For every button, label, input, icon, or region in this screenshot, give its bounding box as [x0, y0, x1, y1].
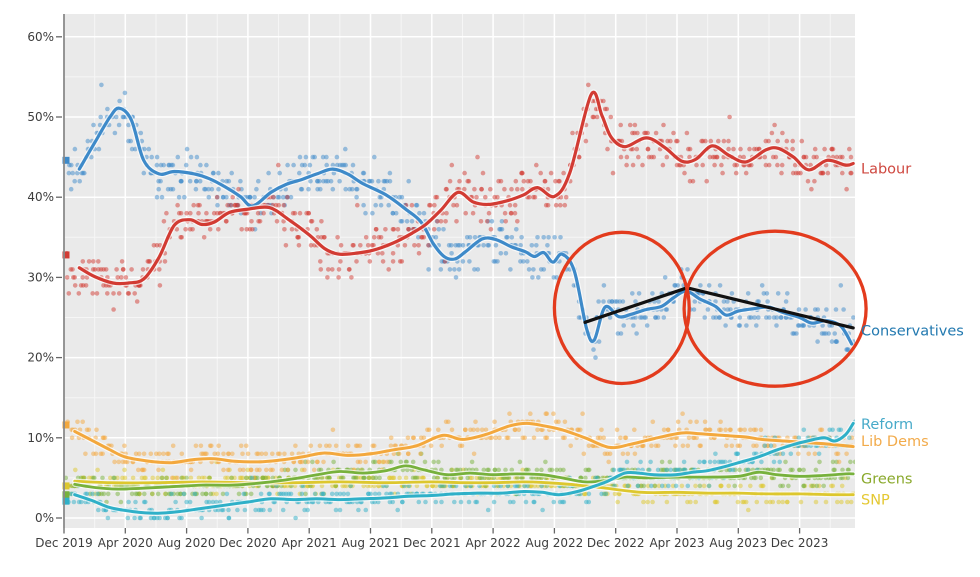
x-tick-label: Dec 2019 [35, 536, 93, 550]
y-tick-label: 40% [27, 190, 54, 204]
annotation-red-circle-1 [552, 230, 691, 386]
y-axis: 0% 10% 20% 30% 40% 50% 60% [27, 30, 62, 525]
y-tick-label: 10% [27, 431, 54, 445]
election-result-marker-greens [62, 491, 70, 499]
x-tick-label: Dec 2021 [403, 536, 461, 550]
election-result-marker-snp [62, 482, 70, 490]
trend-line-labour [76, 89, 855, 287]
annotation-red-circle-2 [682, 229, 868, 388]
party-label-conservatives: Conservatives [861, 323, 964, 339]
x-tick-label: Aug 2023 [709, 536, 767, 550]
x-tick-label: Apr 2021 [282, 536, 337, 550]
x-tick-label: Dec 2023 [771, 536, 829, 550]
election-result-marker-conservatives [62, 156, 70, 164]
x-tick-label: Aug 2021 [342, 536, 400, 550]
y-tick-label: 60% [27, 30, 54, 44]
x-tick-label: Aug 2022 [526, 536, 584, 550]
x-tick-label: Apr 2020 [98, 536, 153, 550]
y-tick-label: 30% [27, 270, 54, 284]
data-area [64, 82, 855, 521]
x-tick-label: Aug 2020 [158, 536, 216, 550]
x-tick-label: Apr 2023 [649, 536, 704, 550]
y-tick-label: 0% [35, 511, 54, 525]
election-result-marker-reform [62, 497, 70, 505]
trend-line-conservatives [76, 105, 855, 347]
x-tick-label: Apr 2022 [466, 536, 521, 550]
y-tick-label: 20% [27, 351, 54, 365]
x-tick-label: Dec 2022 [587, 536, 645, 550]
annotation-circles [552, 229, 868, 388]
party-label-labour: Labour [861, 161, 911, 177]
party-label-greens: Greens [861, 472, 912, 488]
x-axis: Dec 2019 Apr 2020 Aug 2020 Dec 2020 Apr 2021… [35, 528, 828, 550]
trend-line-greens [72, 463, 855, 492]
election-2019-markers [62, 156, 70, 505]
y-tick-label: 50% [27, 110, 54, 124]
party-label-snp: SNP [861, 493, 890, 509]
party-label-libdems: Lib Dems [861, 434, 929, 450]
trend-line-libdems [72, 420, 855, 466]
election-result-marker-libdems [62, 421, 70, 429]
x-tick-label: Dec 2020 [219, 536, 277, 550]
trend-line-reform [72, 420, 855, 516]
party-label-reform: Reform [861, 417, 913, 433]
election-result-marker-labour [62, 251, 70, 259]
